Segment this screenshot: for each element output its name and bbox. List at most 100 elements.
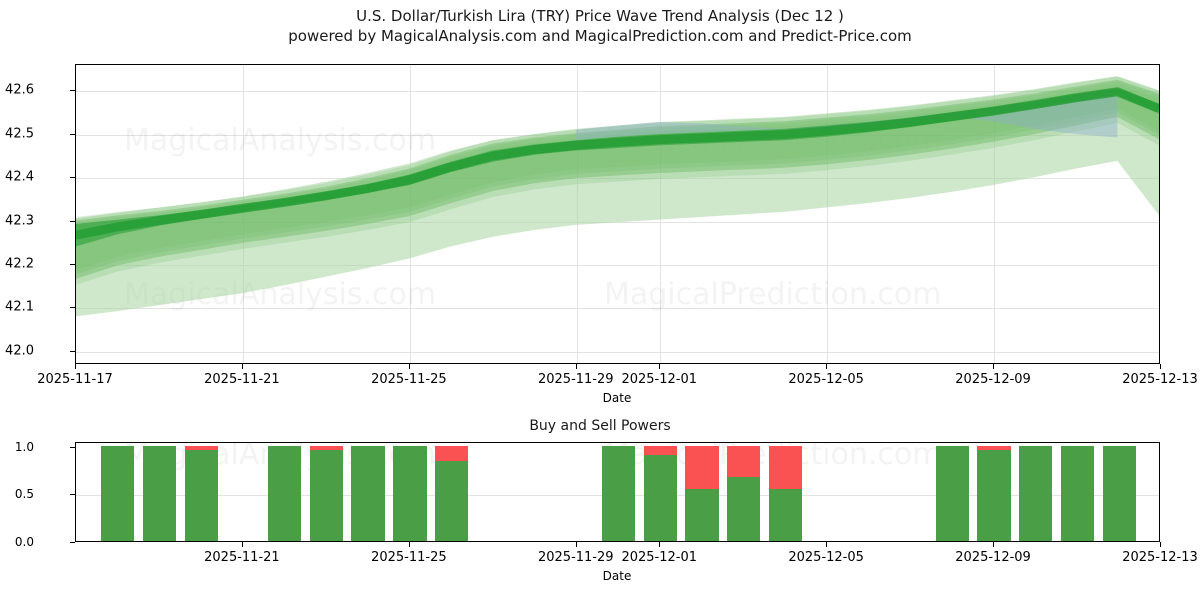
bar-segment-buy <box>393 445 427 541</box>
bar-segment-sell <box>434 445 469 461</box>
signal-x-tick: 2025-11-21 <box>204 550 280 565</box>
bar-segment-sell <box>685 445 719 489</box>
bar-segment-buy <box>101 445 135 541</box>
signal-y-tick: 1.0 <box>14 439 34 454</box>
bar-segment-buy <box>977 449 1011 541</box>
price-x-tick: 2025-12-05 <box>788 372 864 387</box>
bar-segment-sell <box>977 445 1011 450</box>
bar-segment-sell <box>309 445 344 450</box>
price-x-tick: 2025-11-25 <box>371 372 447 387</box>
bar-segment-sell <box>643 445 677 456</box>
price-y-tick: 42.2 <box>5 256 34 272</box>
price-y-tick-mark <box>70 133 75 135</box>
signal-x-tick: 2025-11-29 <box>537 550 614 565</box>
bar-segment-buy <box>434 461 469 541</box>
price-x-tick-mark <box>408 364 410 369</box>
bar-segment-sell <box>184 445 218 450</box>
signal-chart-title: Buy and Sell Powers <box>529 418 671 434</box>
price-x-tick-mark <box>1160 364 1161 369</box>
signal-bar[interactable] <box>727 443 761 541</box>
signal-bar[interactable] <box>601 443 636 541</box>
bar-segment-buy <box>142 445 177 541</box>
price-x-tick-mark <box>993 364 995 369</box>
bar-segment-buy <box>768 488 803 541</box>
price-y-tick: 42.4 <box>5 169 34 185</box>
signal-x-tick-mark <box>575 542 577 547</box>
signal-y-tick-mark <box>70 446 75 448</box>
price-y-tick-mark <box>70 177 75 179</box>
price-x-tick: 2025-12-09 <box>955 372 1031 387</box>
signal-bar[interactable] <box>142 443 177 541</box>
signal-bar[interactable] <box>184 443 218 541</box>
price-y-tick-mark <box>70 307 75 309</box>
price-x-tick: 2025-11-17 <box>37 372 113 387</box>
price-x-tick-mark <box>241 364 243 369</box>
bar-segment-buy <box>1060 445 1095 541</box>
signal-bar[interactable] <box>643 443 677 541</box>
signal-x-tick-mark <box>826 542 828 547</box>
price-y-tick: 42.5 <box>5 126 34 142</box>
price-gridline-v <box>994 65 996 363</box>
signal-bar[interactable] <box>351 443 385 541</box>
signal-bar[interactable] <box>768 443 803 541</box>
signal-bar[interactable] <box>393 443 427 541</box>
signal-y-tick-mark <box>70 542 75 543</box>
price-band-mid-layer-0 <box>76 84 1159 275</box>
bar-segment-buy <box>1102 445 1136 541</box>
signal-bar[interactable] <box>1019 443 1053 541</box>
signal-bar[interactable] <box>101 443 135 541</box>
signal-bar[interactable] <box>977 443 1011 541</box>
bar-segment-buy <box>309 449 344 541</box>
bar-segment-buy <box>267 445 302 541</box>
price-x-tick-mark <box>575 364 577 369</box>
price-x-tick: 2025-12-01 <box>621 372 697 387</box>
price-gridline-v <box>827 65 829 363</box>
signal-y-tick-mark <box>70 494 75 496</box>
signal-x-tick: 2025-12-01 <box>621 550 697 565</box>
price-x-tick-mark <box>75 364 76 369</box>
signal-bar[interactable] <box>1060 443 1095 541</box>
signal-bar[interactable] <box>267 443 302 541</box>
bar-segment-buy <box>685 488 719 541</box>
signal-x-axis-label: Date <box>602 569 632 583</box>
signal-x-tick-mark <box>659 542 661 547</box>
price-y-tick: 42.0 <box>5 343 34 359</box>
signal-bar[interactable] <box>935 443 970 541</box>
bar-segment-buy <box>643 455 677 541</box>
price-gridline-h <box>76 91 1159 93</box>
signal-x-tick-mark <box>241 542 243 547</box>
bar-segment-buy <box>601 445 636 541</box>
price-y-tick: 42.3 <box>5 213 34 229</box>
signal-bar[interactable] <box>434 443 469 541</box>
price-gridline-h <box>76 308 1159 310</box>
price-y-tick-mark <box>70 350 75 352</box>
signal-y-tick: 0.5 <box>14 487 34 502</box>
title-block: U.S. Dollar/Turkish Lira (TRY) Price Wav… <box>0 6 1200 46</box>
price-band-secondary-blue <box>575 88 1118 141</box>
price-x-tick: 2025-11-21 <box>204 372 280 387</box>
price-y-tick-mark <box>70 220 75 222</box>
signal-bar[interactable] <box>1102 443 1136 541</box>
price-x-tick: 2025-12-13 <box>1122 372 1198 387</box>
signal-chart-plot-area[interactable]: MagicalAnalysis.com MagicalPrediction.co… <box>75 442 1160 542</box>
bar-segment-buy <box>184 449 218 541</box>
signal-x-tick-mark <box>1160 542 1161 547</box>
signal-x-tick-mark <box>993 542 995 547</box>
signal-bar[interactable] <box>685 443 719 541</box>
price-x-tick: 2025-11-29 <box>537 372 614 387</box>
price-y-tick: 42.1 <box>5 299 34 315</box>
bar-segment-buy <box>935 445 970 541</box>
bar-segment-buy <box>351 445 385 541</box>
price-x-tick-mark <box>659 364 661 369</box>
signal-x-tick: 2025-12-09 <box>955 550 1031 565</box>
price-wave-bands <box>76 76 1159 317</box>
price-chart-plot-area[interactable]: MagicalAnalysis.com MagicalPrediction.co… <box>75 64 1160 364</box>
signal-x-tick: 2025-12-13 <box>1122 550 1198 565</box>
price-y-tick-mark <box>70 264 75 265</box>
signal-bar[interactable] <box>309 443 344 541</box>
price-trend-centerline <box>76 87 1159 240</box>
price-gridline-h <box>76 265 1159 266</box>
signal-x-tick: 2025-11-25 <box>371 550 447 565</box>
price-x-tick-mark <box>826 364 828 369</box>
